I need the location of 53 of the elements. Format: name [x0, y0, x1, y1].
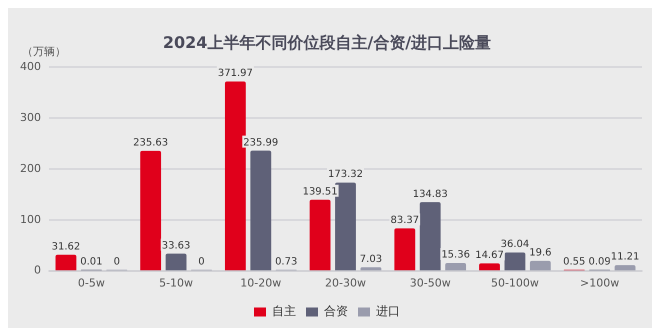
- data-label: 15.36: [441, 250, 470, 261]
- legend-label: 合资: [324, 304, 348, 318]
- bar: [420, 202, 441, 270]
- data-label: 173.32: [328, 169, 363, 180]
- x-tick-label: 20-30w: [325, 276, 366, 290]
- bar: [335, 182, 356, 270]
- data-label: 134.83: [412, 188, 448, 200]
- data-label: 7.03: [360, 254, 382, 265]
- y-tick-label: 0: [34, 264, 41, 277]
- legend-label: 自主: [272, 304, 296, 318]
- x-tick-label: 50-100w: [490, 276, 539, 290]
- data-label: 0.09: [588, 256, 611, 268]
- bar: [56, 254, 76, 270]
- data-label: 235.63: [133, 137, 168, 148]
- data-label: 83.37: [390, 214, 420, 226]
- y-tick-label: 300: [20, 110, 41, 124]
- data-label: 371.97: [218, 68, 253, 80]
- x-tick-label: >100w: [580, 276, 620, 290]
- bar: [166, 254, 186, 270]
- data-label: 31.62: [52, 241, 80, 252]
- data-label: 14.67: [475, 250, 504, 261]
- data-label: 11.21: [610, 252, 640, 263]
- y-tick-label: 400: [20, 60, 41, 74]
- chart-title: 2024上半年不同价位段自主/合资/进口上险量: [162, 32, 492, 52]
- x-tick-label: 5-10w: [159, 276, 194, 290]
- bar: [614, 265, 636, 270]
- legend-label: 进口: [376, 304, 400, 318]
- data-label: 0: [198, 256, 205, 268]
- data-label: 0: [114, 256, 120, 268]
- bar: [224, 81, 246, 270]
- bar: [394, 228, 416, 270]
- bar: [360, 267, 382, 270]
- y-tick-label: 100: [20, 212, 41, 226]
- bar: [479, 263, 500, 270]
- data-label: 19.6: [529, 247, 552, 258]
- bar: [530, 260, 551, 270]
- y-tick-label: 200: [20, 162, 41, 175]
- x-tick-label: 0-5w: [78, 276, 105, 290]
- bar: [140, 150, 162, 270]
- data-label: 139.51: [302, 186, 338, 198]
- x-tick-label: 30-50w: [410, 276, 451, 290]
- bar: [504, 252, 526, 270]
- data-label: 0.55: [563, 256, 586, 268]
- bar: [445, 262, 466, 270]
- bar: [250, 150, 272, 270]
- data-label: 33.63: [162, 240, 190, 252]
- bar: [310, 200, 331, 270]
- y-axis-title: （万辆）: [22, 44, 66, 59]
- data-label: 0.73: [275, 256, 298, 268]
- x-tick-label: 10-20w: [240, 276, 282, 290]
- data-label: 235.99: [243, 137, 278, 148]
- data-label: 0.01: [80, 256, 102, 268]
- data-label: 36.04: [500, 239, 530, 250]
